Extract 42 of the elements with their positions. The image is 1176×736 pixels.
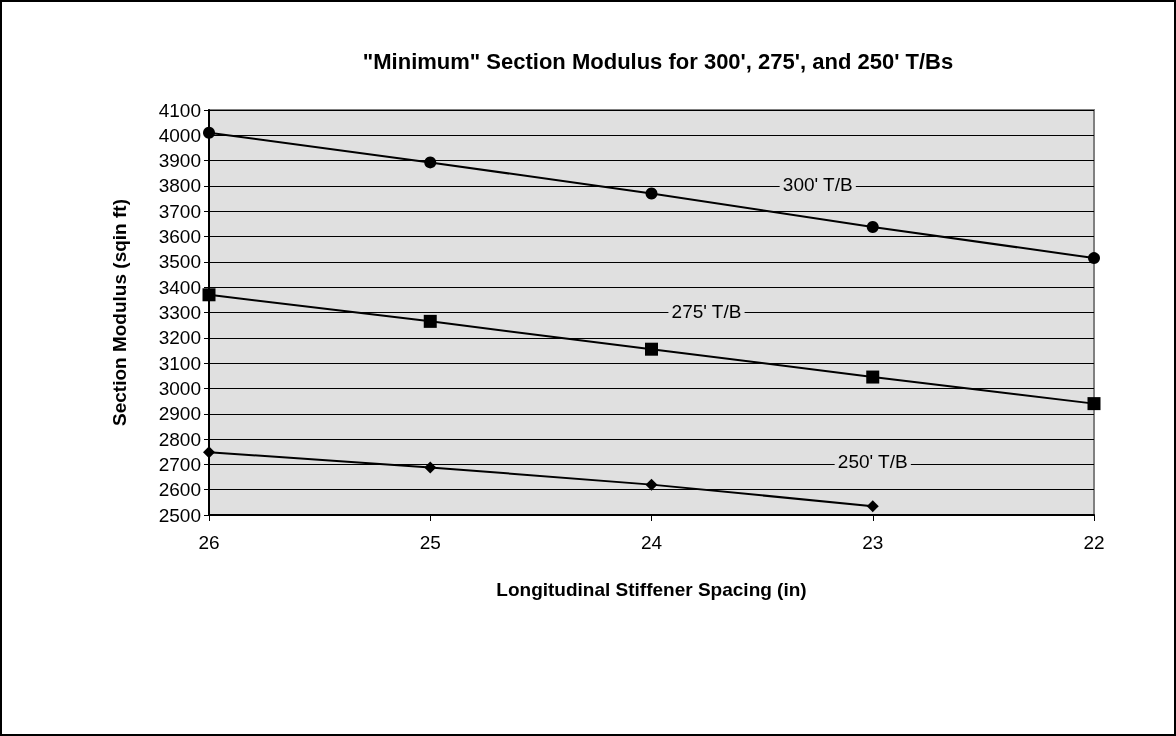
chart-title: "Minimum" Section Modulus for 300', 275', and 250' T/Bs [362, 48, 954, 74]
y-tick-label: 2800 [158, 428, 201, 450]
point [645, 342, 658, 356]
y-tick-label: 3400 [158, 276, 201, 298]
y-tick-label: 3900 [158, 150, 201, 172]
series-label: 300' T/B [782, 174, 853, 196]
x-tick-label: 22 [1083, 532, 1105, 553]
y-tick-label: 3700 [158, 200, 201, 222]
point [423, 314, 437, 328]
point [424, 156, 437, 169]
point [424, 461, 437, 474]
y-tick-label: 3600 [158, 226, 201, 248]
series-label: 250' T/B [837, 450, 908, 472]
y-tick-label: 3300 [158, 302, 201, 323]
y-tick-label: 3200 [158, 327, 201, 349]
x-axis-title: Longitudinal Stiffener Spacing (in) [496, 579, 807, 600]
point [866, 220, 879, 233]
x-tick-label: 24 [640, 532, 663, 553]
y-tick-label: 2600 [158, 479, 201, 501]
y-tick-label: 2500 [158, 504, 201, 526]
y-tick-label: 2700 [158, 453, 201, 475]
point [866, 500, 879, 513]
x-tick-label: 25 [419, 532, 441, 553]
point [1087, 397, 1101, 411]
point [202, 288, 216, 302]
y-tick-label: 2900 [158, 403, 201, 425]
y-axis-title: Section Modulus (sqin ft) [109, 199, 130, 426]
point [203, 446, 215, 459]
point [1088, 252, 1100, 265]
y-tick-label: 3000 [158, 377, 201, 399]
point [645, 187, 658, 200]
y-tick-label: 4100 [158, 99, 201, 121]
series-label: 275' T/B [671, 300, 742, 322]
x-tick-label: 23 [862, 532, 884, 553]
y-tick-label: 3100 [158, 352, 201, 374]
point [203, 126, 215, 139]
y-tick-label: 4000 [158, 124, 201, 146]
point [645, 478, 658, 491]
y-tick-label: 3800 [158, 175, 201, 197]
y-tick-label: 3500 [158, 251, 201, 273]
point [866, 370, 880, 384]
x-tick-label: 26 [198, 532, 220, 553]
